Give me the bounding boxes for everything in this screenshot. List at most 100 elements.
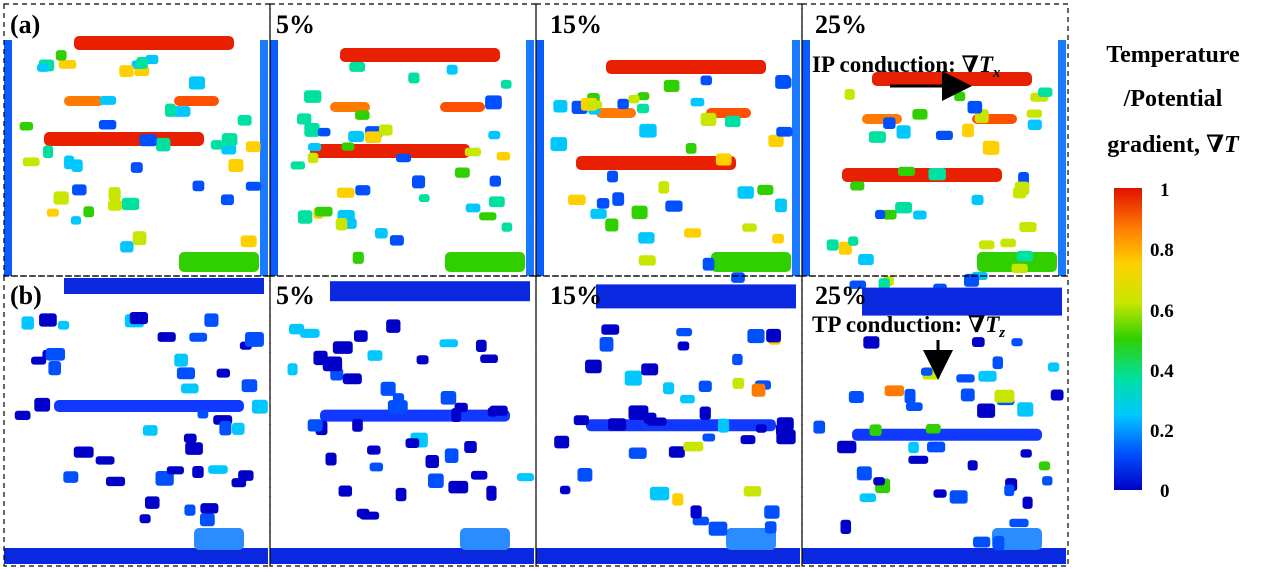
- particle: [875, 209, 886, 220]
- red-sheet: [576, 156, 736, 170]
- particle: [978, 240, 995, 250]
- colorbar-title-line-2: /Potential: [1123, 86, 1223, 112]
- particle: [139, 134, 157, 147]
- particle: [637, 92, 650, 101]
- particle: [755, 424, 767, 433]
- particle: [742, 223, 757, 232]
- panel-label-b-5: 5%: [276, 281, 315, 310]
- particle: [411, 175, 426, 189]
- colorbar-tick-0-8: 0.8: [1150, 240, 1174, 261]
- particle: [878, 278, 890, 289]
- particle: [913, 210, 927, 220]
- particle: [304, 123, 320, 137]
- particle: [197, 409, 209, 419]
- particle: [130, 162, 143, 173]
- particle: [1011, 338, 1023, 347]
- particle: [313, 350, 328, 366]
- particle: [374, 228, 388, 239]
- colorbar-gradient: [1114, 188, 1142, 490]
- particle: [353, 330, 368, 342]
- particle: [643, 412, 657, 424]
- particle: [245, 181, 262, 191]
- particle: [83, 206, 95, 218]
- particle: [63, 471, 79, 483]
- particle: [757, 184, 774, 195]
- particle: [447, 254, 460, 265]
- particle: [488, 130, 501, 140]
- particle: [471, 470, 488, 480]
- particle: [993, 536, 1005, 551]
- top-sheet: [862, 287, 1062, 316]
- particle: [732, 353, 743, 366]
- particle: [70, 216, 82, 225]
- particle: [72, 184, 87, 196]
- particle: [106, 476, 126, 487]
- particle: [448, 480, 469, 494]
- bottom-block: [992, 528, 1042, 550]
- particle: [307, 152, 319, 164]
- particle: [850, 181, 865, 191]
- particle: [1050, 389, 1064, 401]
- particle: [208, 465, 228, 474]
- particle: [550, 137, 568, 152]
- colorbar-tick-0-2: 0.2: [1150, 421, 1174, 442]
- field-edge: [1058, 40, 1066, 276]
- particle: [631, 205, 648, 220]
- particle: [489, 175, 501, 187]
- particle: [813, 420, 826, 434]
- particle: [607, 170, 619, 183]
- particle: [764, 521, 777, 534]
- particle: [251, 399, 268, 414]
- particle: [1011, 263, 1028, 274]
- particle: [165, 103, 176, 117]
- particle: [221, 133, 238, 146]
- particle: [392, 393, 405, 404]
- panel-b-25: [801, 275, 1069, 567]
- particle: [1047, 362, 1060, 372]
- particle: [628, 447, 647, 459]
- bottom-sheet: [802, 548, 1066, 564]
- particle: [486, 485, 497, 501]
- particle: [121, 197, 140, 211]
- particle: [21, 316, 34, 330]
- particle: [775, 198, 787, 213]
- particle: [737, 186, 754, 199]
- field-edge: [802, 40, 810, 276]
- particle: [954, 91, 966, 102]
- particle: [665, 200, 683, 212]
- particle: [139, 514, 151, 524]
- particle: [325, 452, 337, 466]
- panel-b-0: [3, 275, 271, 567]
- particle: [863, 336, 880, 349]
- panel-label-b-25: 25%: [815, 281, 867, 310]
- flake: [330, 102, 370, 112]
- particle: [45, 347, 66, 361]
- panel-label-a: (a): [10, 10, 40, 39]
- particle: [58, 60, 77, 69]
- particle: [378, 124, 393, 136]
- particle: [676, 327, 693, 337]
- particle: [908, 455, 929, 464]
- particle: [973, 536, 991, 548]
- particle: [1038, 461, 1051, 471]
- colorbar-tick-1: 1: [1160, 180, 1170, 201]
- particle: [487, 407, 498, 417]
- particle: [747, 328, 765, 344]
- particle: [364, 131, 382, 144]
- particle: [740, 435, 756, 445]
- particle: [1026, 109, 1043, 118]
- panel-a-15: [535, 3, 803, 277]
- particle: [199, 513, 215, 527]
- particle: [488, 196, 505, 208]
- particle: [405, 438, 420, 449]
- particle: [120, 241, 134, 253]
- particle: [700, 112, 717, 127]
- flake: [64, 96, 104, 106]
- particle: [844, 89, 855, 100]
- particle: [454, 402, 468, 413]
- particle: [972, 337, 985, 347]
- red-sheet: [842, 168, 1002, 182]
- bottom-sheet: [536, 548, 800, 564]
- particle: [638, 255, 656, 266]
- particle: [386, 319, 401, 333]
